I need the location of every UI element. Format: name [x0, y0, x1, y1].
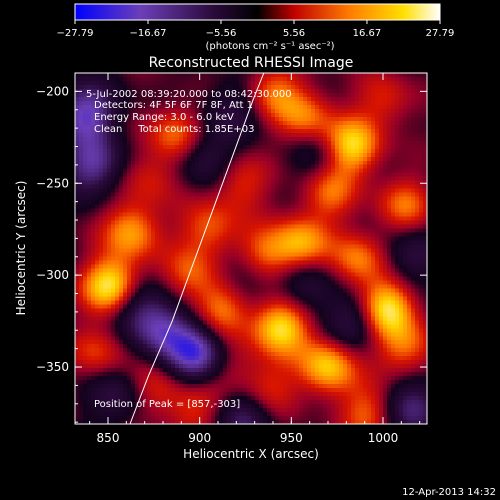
x-axis-label: Heliocentric X (arcsec): [183, 447, 319, 461]
y-axis: −200 −250 −300 −350: [36, 72, 427, 423]
annotation-block: 5-Jul-2002 08:39:20.000 to 08:42:30.000 …: [86, 89, 292, 410]
y-tick-label: −200: [36, 84, 69, 98]
y-tick-label: −250: [36, 176, 69, 190]
peak-position-label: Position of Peak = [857,-303]: [94, 399, 240, 410]
footer-timestamp: 12-Apr-2013 14:32: [402, 487, 496, 498]
colorbar: −27.79 −16.67 −5.56 5.56 16.67 27.79 (photons…: [56, 3, 454, 52]
colorbar-frame: [74, 3, 441, 21]
x-tick-label: 900: [188, 431, 211, 445]
solar-limb-curve: [129, 73, 265, 424]
colorbar-tick-label: −27.79: [56, 28, 93, 39]
annotation-detectors: Detectors: 4F 5F 6F 7F 8F, Att 1: [94, 100, 253, 111]
y-tick-label: −350: [36, 360, 69, 374]
x-tick-label: 950: [280, 431, 303, 445]
colorbar-gradient: [75, 4, 440, 20]
y-axis-label: Heliocentric Y (arcsec): [14, 181, 28, 316]
chart-title: Reconstructed RHESSI Image: [149, 55, 354, 71]
x-tick-label: 850: [97, 431, 120, 445]
colorbar-tick-label: −16.67: [130, 28, 167, 39]
plot-area: [74, 72, 428, 425]
colorbar-tick-label: 5.56: [283, 28, 305, 39]
annotation-time: 5-Jul-2002 08:39:20.000 to 08:42:30.000: [86, 89, 292, 100]
colorbar-tick-label: 16.67: [353, 28, 382, 39]
annotation-counts: Clean Total counts: 1.85E+03: [94, 124, 254, 135]
colorbar-ticks: −27.79 −16.67 −5.56 5.56 16.67 27.79: [56, 20, 454, 39]
colorbar-tick-label: −5.56: [206, 28, 237, 39]
x-axis: 850 900 950 1000: [89, 73, 421, 445]
colorbar-tick-label: 27.79: [426, 28, 455, 39]
colorbar-unit-label: (photons cm⁻² s⁻¹ asec⁻²): [205, 41, 334, 52]
plot-frame: [74, 72, 428, 425]
y-tick-label: −300: [36, 268, 69, 282]
x-tick-label: 1000: [368, 431, 399, 445]
annotation-energy: Energy Range: 3.0 - 6.0 keV: [94, 112, 234, 123]
